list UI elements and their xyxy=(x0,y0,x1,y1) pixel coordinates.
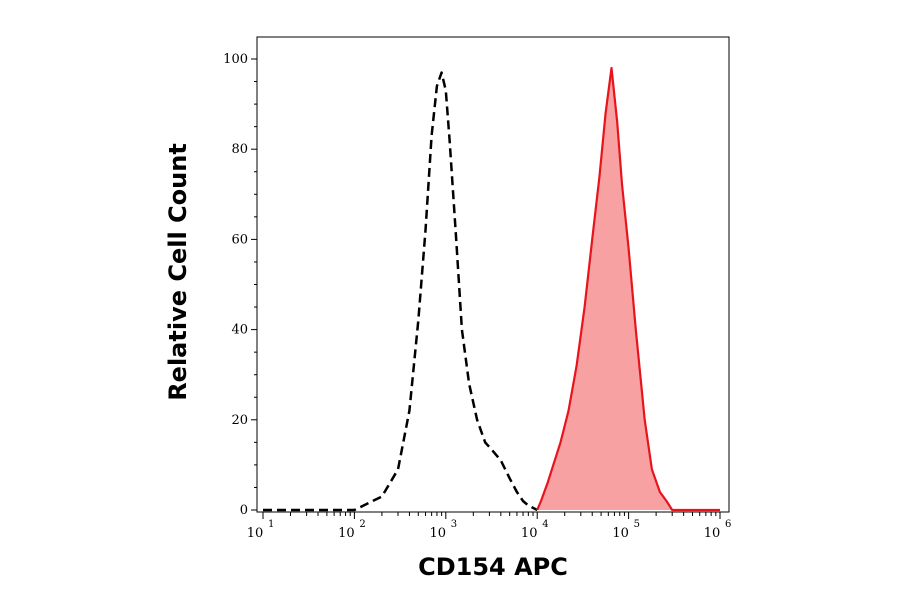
x-minor-ticks xyxy=(290,512,717,516)
x-tick-label: 10 xyxy=(430,526,447,541)
x-tick-exponent: 2 xyxy=(359,519,365,530)
y-minor-ticks xyxy=(254,81,257,488)
x-tick-label: 10 xyxy=(338,526,355,541)
x-tick-label: 10 xyxy=(704,526,721,541)
x-tick-label: 10 xyxy=(247,526,264,541)
x-tick-label: 10 xyxy=(521,526,538,541)
x-axis: 10 1 10 2 10 3 10 4 10 5 10 6 xyxy=(247,512,731,541)
series-area-1 xyxy=(537,68,720,510)
y-axis-title: Relative Cell Count xyxy=(164,143,192,401)
series-line-0 xyxy=(263,71,538,512)
y-tick-label: 60 xyxy=(231,232,248,247)
y-tick-label: 100 xyxy=(223,52,248,67)
series-line-1 xyxy=(536,66,720,512)
x-tick-exponent: 6 xyxy=(725,519,731,530)
x-tick-label: 10 xyxy=(612,526,629,541)
y-axis: 0 20 40 60 80 100 xyxy=(223,52,257,518)
y-tick-label: 0 xyxy=(240,503,248,518)
x-tick-exponent: 5 xyxy=(634,519,640,530)
y-tick-label: 80 xyxy=(231,142,248,157)
x-tick-exponent: 3 xyxy=(451,519,457,530)
x-tick-exponent: 1 xyxy=(268,519,274,530)
y-tick-label: 20 xyxy=(231,413,248,428)
y-tick-label: 40 xyxy=(231,323,248,338)
x-axis-title: CD154 APC xyxy=(418,553,568,581)
plot-frame xyxy=(256,36,730,513)
series-layer xyxy=(263,66,720,512)
x-tick-exponent: 4 xyxy=(542,519,548,530)
